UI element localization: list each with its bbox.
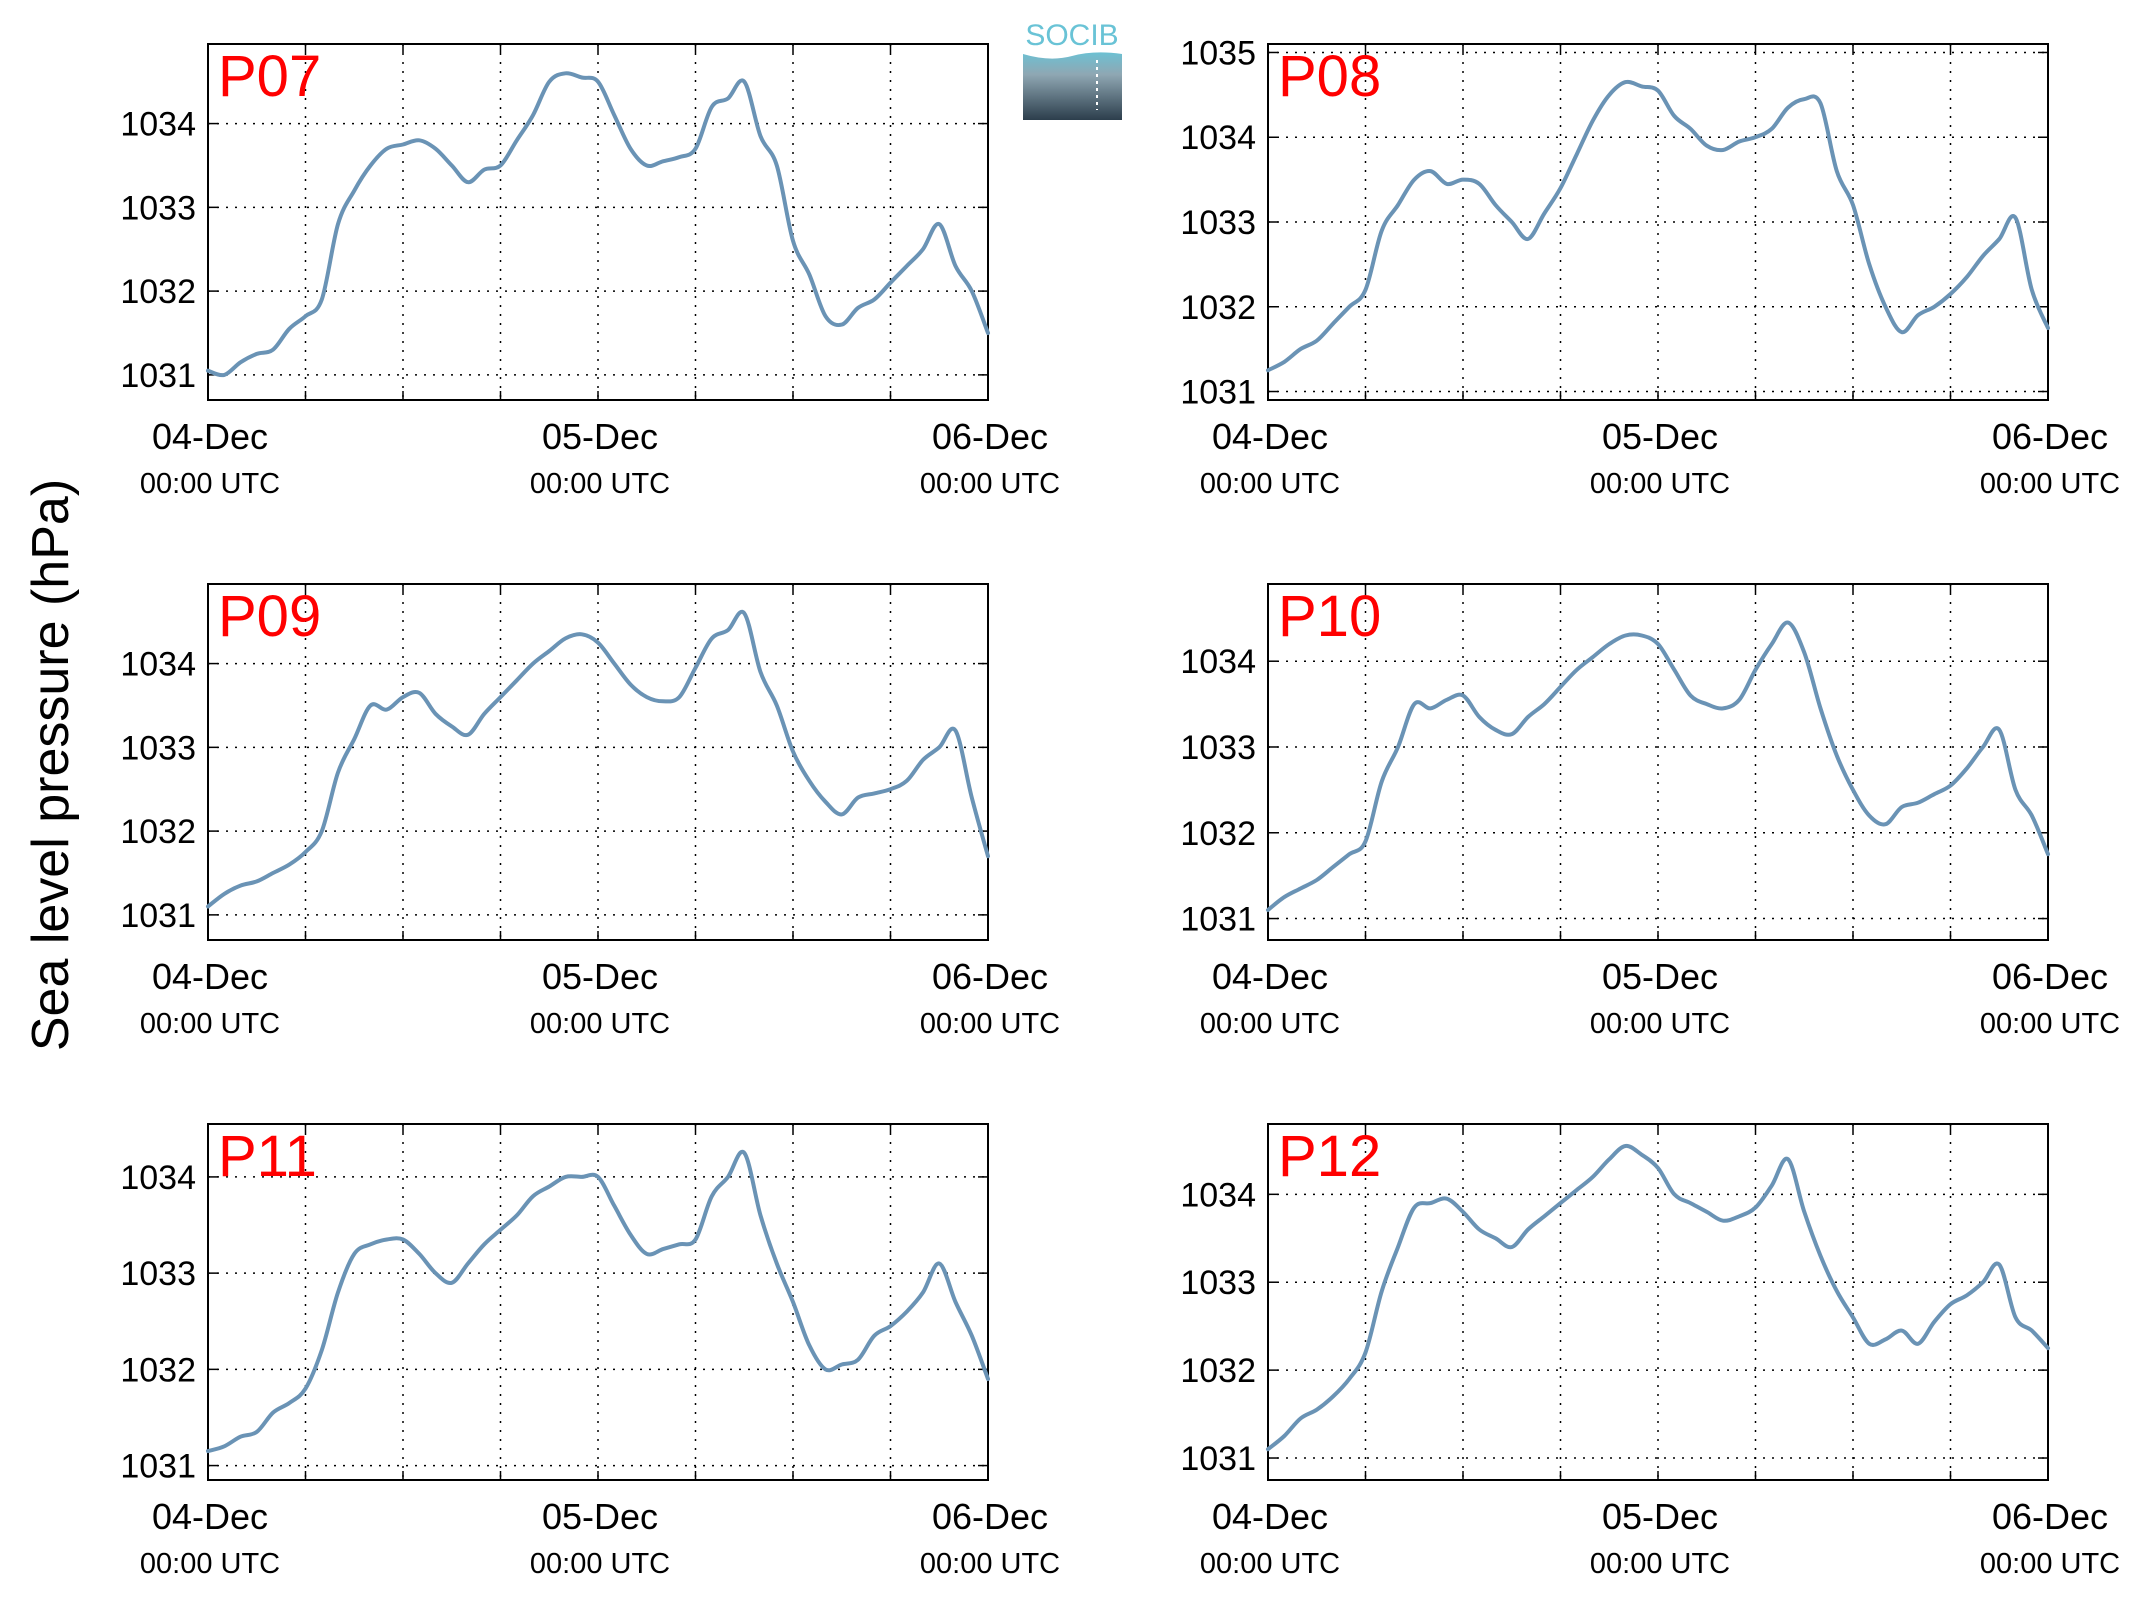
x-tick-time-label: 00:00 UTC xyxy=(1590,1008,1730,1040)
y-tick-label: 1034 xyxy=(1180,643,1256,681)
y-tick-label: 1033 xyxy=(1180,1264,1256,1302)
y-tick-label: 1033 xyxy=(120,189,196,227)
panel-label-p09: P09 xyxy=(218,584,321,649)
y-tick-label: 1031 xyxy=(1180,374,1256,412)
x-tick-time-label: 00:00 UTC xyxy=(920,1008,1060,1040)
series-line-p12 xyxy=(1266,1143,2050,1452)
y-tick-label: 1034 xyxy=(1180,1176,1256,1214)
panel-p07: 1031 1032 1033 1034 04-Dec 00:00 UTC 05-Dec 00:… xyxy=(120,43,1060,500)
x-tick-date-label: 04-Dec xyxy=(152,416,268,457)
y-tick-label: 1033 xyxy=(1180,204,1256,242)
series-line-p08 xyxy=(1266,79,2050,373)
x-tick-date-label: 05-Dec xyxy=(1602,956,1718,997)
x-tick-time-label: 00:00 UTC xyxy=(140,468,280,500)
panel-label-p08: P08 xyxy=(1278,44,1381,109)
x-tick-date-label: 04-Dec xyxy=(152,1496,268,1537)
panel-label-p11: P11 xyxy=(218,1124,317,1189)
x-tick-time-label: 00:00 UTC xyxy=(1590,468,1730,500)
y-tick-label: 1032 xyxy=(1180,1352,1256,1390)
y-tick-label: 1034 xyxy=(120,1159,196,1197)
panel-p09: 1031 1032 1033 1034 04-Dec 00:00 UTC 05-Dec 00:… xyxy=(120,583,1060,1040)
panel-label-p10: P10 xyxy=(1278,584,1381,649)
x-tick-time-label: 00:00 UTC xyxy=(140,1548,280,1580)
y-tick-label: 1031 xyxy=(120,357,196,395)
panel-label-p07: P07 xyxy=(218,44,321,109)
x-tick-time-label: 00:00 UTC xyxy=(1590,1548,1730,1580)
x-tick-date-label: 06-Dec xyxy=(1992,956,2108,997)
y-tick-label: 1031 xyxy=(120,1448,196,1486)
y-tick-label: 1032 xyxy=(1180,815,1256,853)
y-tick-label: 1033 xyxy=(120,729,196,767)
y-tick-label: 1034 xyxy=(120,646,196,684)
y-tick-label: 1034 xyxy=(1180,119,1256,157)
y-tick-label: 1031 xyxy=(120,897,196,935)
series-line-p09 xyxy=(206,609,990,909)
y-tick-label: 1031 xyxy=(1180,1440,1256,1478)
panel-p10: 1031 1032 1033 1034 04-Dec 00:00 UTC 05-Dec 00:… xyxy=(1180,583,2120,1040)
axes-frame xyxy=(207,583,989,941)
socib-logo: SOCIB xyxy=(1023,19,1122,120)
x-tick-time-label: 00:00 UTC xyxy=(530,468,670,500)
x-tick-date-label: 06-Dec xyxy=(932,416,1048,457)
axes-frame xyxy=(1267,43,2049,401)
y-tick-label: 1031 xyxy=(1180,901,1256,939)
x-tick-date-label: 04-Dec xyxy=(152,956,268,997)
x-tick-date-label: 04-Dec xyxy=(1212,416,1328,457)
x-tick-date-label: 05-Dec xyxy=(1602,416,1718,457)
x-tick-time-label: 00:00 UTC xyxy=(1200,1008,1340,1040)
x-tick-time-label: 00:00 UTC xyxy=(1980,468,2120,500)
x-tick-time-label: 00:00 UTC xyxy=(1980,1008,2120,1040)
x-tick-time-label: 00:00 UTC xyxy=(920,1548,1060,1580)
axes-frame xyxy=(1267,583,2049,941)
series-line-p10 xyxy=(1266,620,2050,912)
y-tick-label: 1033 xyxy=(120,1255,196,1293)
y-tick-label: 1032 xyxy=(120,273,196,311)
y-tick-label: 1035 xyxy=(1180,34,1256,72)
x-tick-time-label: 00:00 UTC xyxy=(530,1008,670,1040)
x-tick-time-label: 00:00 UTC xyxy=(140,1008,280,1040)
y-tick-label: 1032 xyxy=(120,1351,196,1389)
x-tick-time-label: 00:00 UTC xyxy=(1200,468,1340,500)
y-tick-label: 1034 xyxy=(120,106,196,144)
x-tick-date-label: 06-Dec xyxy=(1992,1496,2108,1537)
y-tick-label: 1033 xyxy=(1180,729,1256,767)
x-tick-time-label: 00:00 UTC xyxy=(1980,1548,2120,1580)
axes-frame xyxy=(207,43,989,401)
y-axis-label: Sea level pressure (hPa) xyxy=(22,479,80,1051)
x-tick-date-label: 04-Dec xyxy=(1212,956,1328,997)
x-tick-date-label: 06-Dec xyxy=(932,956,1048,997)
axes-frame xyxy=(207,1123,989,1481)
panel-p08: 1031 1032 1033 1034 1035 04-Dec 00:00 UTC 05-De… xyxy=(1180,34,2120,500)
x-tick-time-label: 00:00 UTC xyxy=(530,1548,670,1580)
x-tick-date-label: 06-Dec xyxy=(932,1496,1048,1537)
x-tick-date-label: 06-Dec xyxy=(1992,416,2108,457)
panel-p12: 1031 1032 1033 1034 04-Dec 00:00 UTC 05-Dec 00:… xyxy=(1180,1123,2120,1580)
x-tick-date-label: 04-Dec xyxy=(1212,1496,1328,1537)
series-line-p07 xyxy=(206,71,990,378)
panel-p11: 1031 1032 1033 1034 04-Dec 00:00 UTC 05-Dec 00:… xyxy=(120,1123,1060,1580)
panel-label-p12: P12 xyxy=(1278,1124,1381,1189)
x-tick-date-label: 05-Dec xyxy=(542,1496,658,1537)
x-tick-date-label: 05-Dec xyxy=(542,416,658,457)
axes-frame xyxy=(1267,1123,2049,1481)
x-tick-time-label: 00:00 UTC xyxy=(1200,1548,1340,1580)
series-line-p11 xyxy=(206,1149,990,1454)
x-tick-date-label: 05-Dec xyxy=(1602,1496,1718,1537)
logo-text: SOCIB xyxy=(1025,19,1118,52)
y-tick-label: 1032 xyxy=(1180,289,1256,327)
y-tick-label: 1032 xyxy=(120,813,196,851)
x-tick-time-label: 00:00 UTC xyxy=(920,468,1060,500)
x-tick-date-label: 05-Dec xyxy=(542,956,658,997)
